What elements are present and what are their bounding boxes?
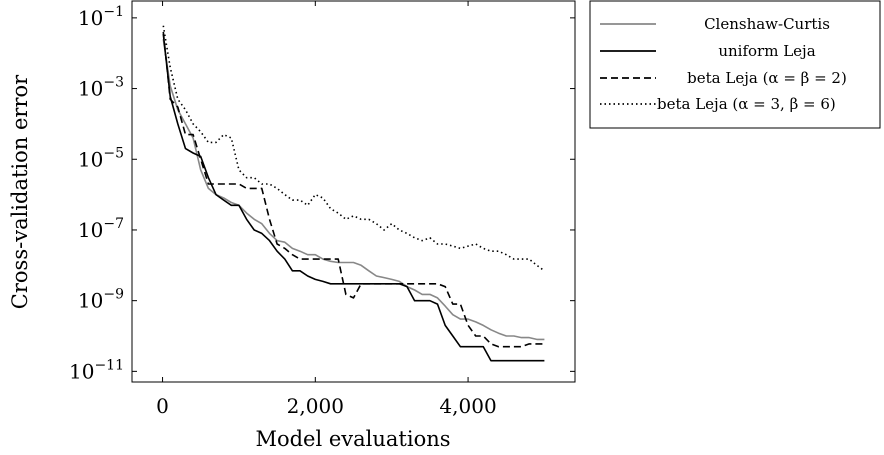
- y-tick-label: 10−1: [78, 4, 124, 30]
- series-line-4: [162, 25, 545, 272]
- series-line-3: [162, 31, 545, 348]
- x-tick-label: 4,000: [439, 394, 496, 418]
- legend-label-4: beta Leja (α = 3, β = 6): [657, 95, 836, 113]
- y-axis-title: Cross-validation error: [8, 74, 32, 309]
- series-line-2: [162, 33, 545, 362]
- y-tick-label: 10−3: [78, 75, 124, 101]
- plot-frame: [131, 0, 576, 383]
- legend-label-1: Clenshaw-Curtis: [704, 15, 830, 33]
- legend: Clenshaw-Curtis uniform Leja beta Leja (α …: [589, 0, 881, 129]
- y-tick-label: 10−9: [78, 287, 124, 313]
- x-axis-title: Model evaluations: [255, 427, 450, 451]
- legend-label-2: uniform Leja: [718, 42, 815, 60]
- legend-items: Clenshaw-Curtis uniform Leja beta Leja (α …: [600, 15, 847, 113]
- y-tick-label: 10−7: [78, 216, 124, 242]
- legend-label-3: beta Leja (α = β = 2): [687, 69, 847, 87]
- x-tick-label: 2,000: [287, 394, 344, 418]
- x-axis: 0 2,000 4,000: [156, 1, 497, 418]
- y-tick-label: 10−11: [69, 357, 124, 383]
- plot-area: [162, 25, 545, 362]
- series-line-1: [162, 38, 545, 341]
- legend-frame: [589, 0, 881, 129]
- y-axis: 10−11 10−9 10−7 10−5 10−3 10−1: [69, 4, 575, 383]
- x-tick-label: 0: [156, 394, 169, 418]
- y-tick-label: 10−5: [78, 145, 124, 171]
